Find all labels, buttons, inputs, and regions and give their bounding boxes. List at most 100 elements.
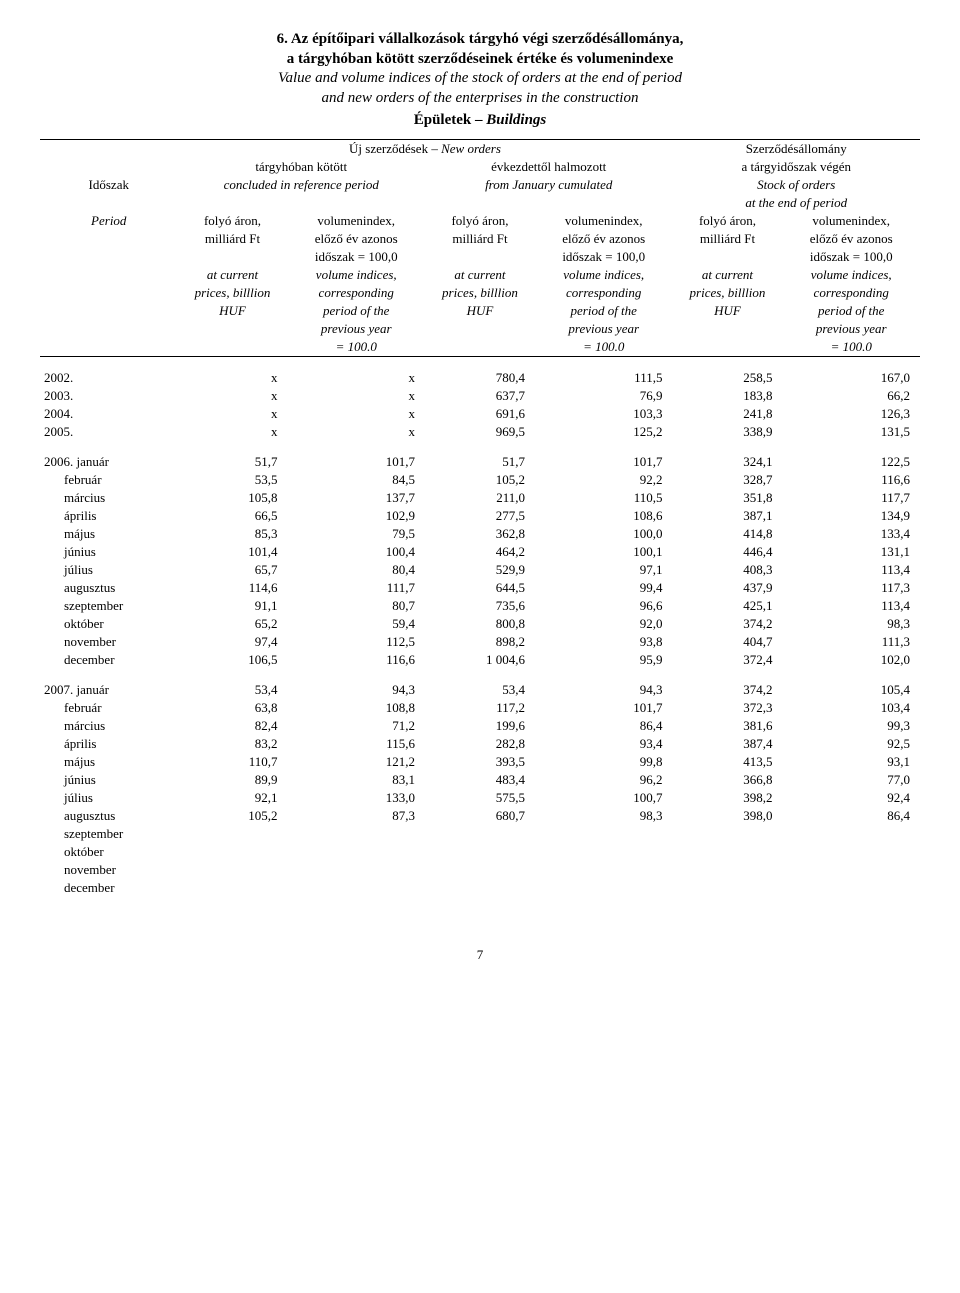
row-label: 2006. január	[40, 453, 178, 471]
cell: 93,1	[782, 753, 920, 771]
row-label: február	[40, 699, 178, 717]
cell: 277,5	[425, 507, 535, 525]
cell	[782, 879, 920, 897]
hdr-corresp-2: corresponding	[535, 284, 673, 302]
cell: 113,4	[782, 561, 920, 579]
hdr-at-end: at the end of period	[672, 194, 920, 212]
cell: 89,9	[178, 771, 288, 789]
row-label: október	[40, 615, 178, 633]
table-header-row: prices, billlion corresponding prices, b…	[40, 284, 920, 302]
cell: 282,8	[425, 735, 535, 753]
hdr-elozo-1: előző év azonos	[287, 230, 425, 248]
cell: 117,2	[425, 699, 535, 717]
cell: 387,1	[672, 507, 782, 525]
cell: 51,7	[178, 453, 288, 471]
cell: 79,5	[287, 525, 425, 543]
cell: 113,4	[782, 597, 920, 615]
cell: 691,6	[425, 405, 535, 423]
table-row: augusztus105,287,3680,798,3398,086,4	[40, 807, 920, 825]
hdr-eq100-1: = 100.0	[287, 338, 425, 357]
cell: 780,4	[425, 369, 535, 387]
cell: x	[287, 387, 425, 405]
cell: 381,6	[672, 717, 782, 735]
hdr-new-orders: Új szerződések – New orders	[178, 140, 673, 159]
table-row: június101,4100,4464,2100,1446,4131,1	[40, 543, 920, 561]
cell: 398,2	[672, 789, 782, 807]
hdr-new-orders-en: New orders	[441, 141, 501, 156]
row-label: 2002.	[40, 369, 178, 387]
hdr-period: Period	[40, 212, 178, 230]
cell: 108,6	[535, 507, 673, 525]
cell	[287, 861, 425, 879]
cell: 800,8	[425, 615, 535, 633]
row-label: 2007. január	[40, 681, 178, 699]
table-row: május85,379,5362,8100,0414,8133,4	[40, 525, 920, 543]
hdr-new-orders-hu: Új szerződések –	[349, 141, 438, 156]
table-row: 2003.xx637,776,9183,866,2	[40, 387, 920, 405]
cell: 93,8	[535, 633, 673, 651]
row-label: február	[40, 471, 178, 489]
main-table: Új szerződések – New orders Szerződésáll…	[40, 139, 920, 897]
cell: 366,8	[672, 771, 782, 789]
cell: 92,2	[535, 471, 673, 489]
cell: 374,2	[672, 681, 782, 699]
table-row: 2006. január51,7101,751,7101,7324,1122,5	[40, 453, 920, 471]
cell	[672, 843, 782, 861]
subtitle: Épületek – Buildings	[40, 112, 920, 129]
cell: 211,0	[425, 489, 535, 507]
cell: 105,8	[178, 489, 288, 507]
cell	[425, 843, 535, 861]
table-row: 2007. január53,494,353,494,3374,2105,4	[40, 681, 920, 699]
cell	[535, 843, 673, 861]
cell: 87,3	[287, 807, 425, 825]
cell	[178, 861, 288, 879]
cell: 84,5	[287, 471, 425, 489]
hdr-elozo-2: előző év azonos	[535, 230, 673, 248]
cell: 92,0	[535, 615, 673, 633]
title-en-2: and new orders of the enterprises in the…	[40, 89, 920, 109]
table-row: június89,983,1483,496,2366,877,0	[40, 771, 920, 789]
table-row: 2005.xx969,5125,2338,9131,5	[40, 423, 920, 441]
cell: 112,5	[287, 633, 425, 651]
row-label: október	[40, 843, 178, 861]
cell: 86,4	[535, 717, 673, 735]
title-en-1: Value and volume indices of the stock of…	[40, 69, 920, 89]
hdr-idoszak100-1: időszak = 100,0	[287, 248, 425, 266]
hdr-atcurrent-3: at current	[672, 266, 782, 284]
cell: 96,6	[535, 597, 673, 615]
cell	[425, 861, 535, 879]
cell: 53,4	[178, 681, 288, 699]
hdr-eq100-3: = 100.0	[782, 338, 920, 357]
row-label: június	[40, 771, 178, 789]
cell: 92,5	[782, 735, 920, 753]
cell: 387,4	[672, 735, 782, 753]
cell: 82,4	[178, 717, 288, 735]
page-number: 7	[40, 947, 920, 963]
cell: 680,7	[425, 807, 535, 825]
cell: 77,0	[782, 771, 920, 789]
cell: 96,2	[535, 771, 673, 789]
cell: 98,3	[782, 615, 920, 633]
row-label: szeptember	[40, 825, 178, 843]
hdr-stock-of-orders: Stock of orders	[672, 176, 920, 194]
table-header-row: Időszak concluded in reference period fr…	[40, 176, 920, 194]
cell: 122,5	[782, 453, 920, 471]
hdr-eq100-2: = 100.0	[535, 338, 673, 357]
cell: x	[178, 423, 288, 441]
cell: 116,6	[287, 651, 425, 669]
cell: 94,3	[535, 681, 673, 699]
cell	[672, 879, 782, 897]
table-header-row: at current volume indices, at current vo…	[40, 266, 920, 284]
cell: 241,8	[672, 405, 782, 423]
cell: 97,4	[178, 633, 288, 651]
cell	[178, 843, 288, 861]
cell	[425, 879, 535, 897]
hdr-concluded-en: concluded in reference period	[178, 176, 425, 194]
cell: 437,9	[672, 579, 782, 597]
cell: 117,3	[782, 579, 920, 597]
cell: 404,7	[672, 633, 782, 651]
cell: 898,2	[425, 633, 535, 651]
cell: 92,1	[178, 789, 288, 807]
cell: 116,6	[782, 471, 920, 489]
row-label: július	[40, 561, 178, 579]
